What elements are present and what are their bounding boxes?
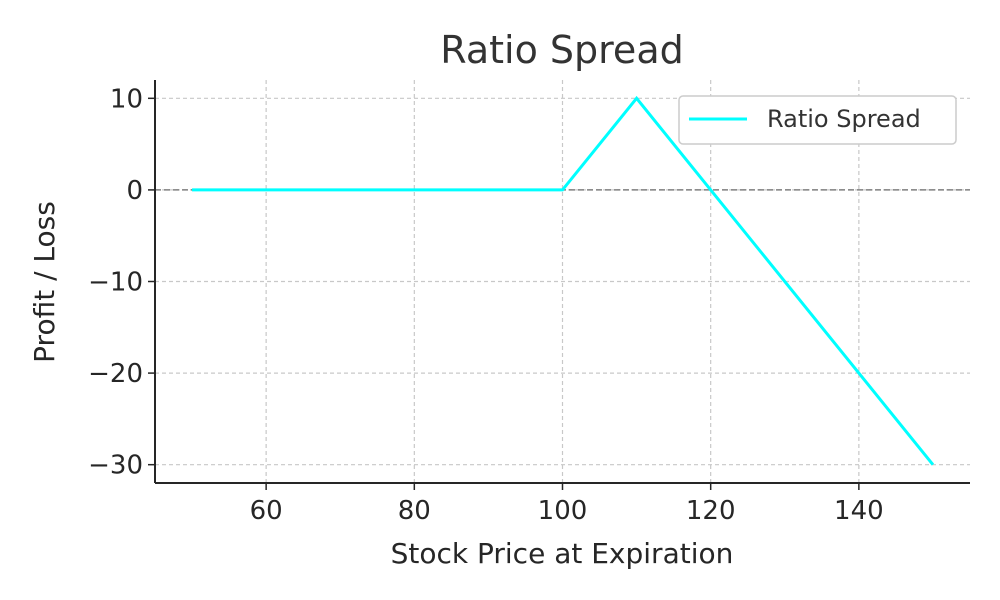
series-line-0 [192, 95, 935, 466]
y-tick-label-4: −30 [88, 451, 143, 481]
y-tick-label-3: −20 [88, 359, 143, 389]
legend-box [678, 95, 957, 145]
y-tick-label-2: −10 [88, 268, 143, 298]
y-tick-label-1: 0 [126, 176, 143, 206]
y-axis-label: Profit / Loss [28, 201, 61, 363]
x-tick-label-60: 60 [250, 496, 283, 526]
x-ticks: 60 80 100 120 140 [250, 483, 884, 526]
x-tick-label-120: 120 [686, 496, 736, 526]
legend: Ratio Spread [678, 95, 957, 145]
x-tick-label-140: 140 [834, 496, 884, 526]
x-tick-label-100: 100 [538, 496, 588, 526]
x-axis-label: Stock Price at Expiration [391, 537, 734, 570]
y-tick-label-0: 10 [110, 84, 143, 114]
y-ticks: 10 0 −10 −20 −30 [88, 84, 155, 481]
legend-label: Ratio Spread [767, 105, 921, 133]
chart-title: Ratio Spread [440, 28, 683, 72]
series-layer [192, 95, 935, 466]
x-tick-label-80: 80 [398, 496, 431, 526]
